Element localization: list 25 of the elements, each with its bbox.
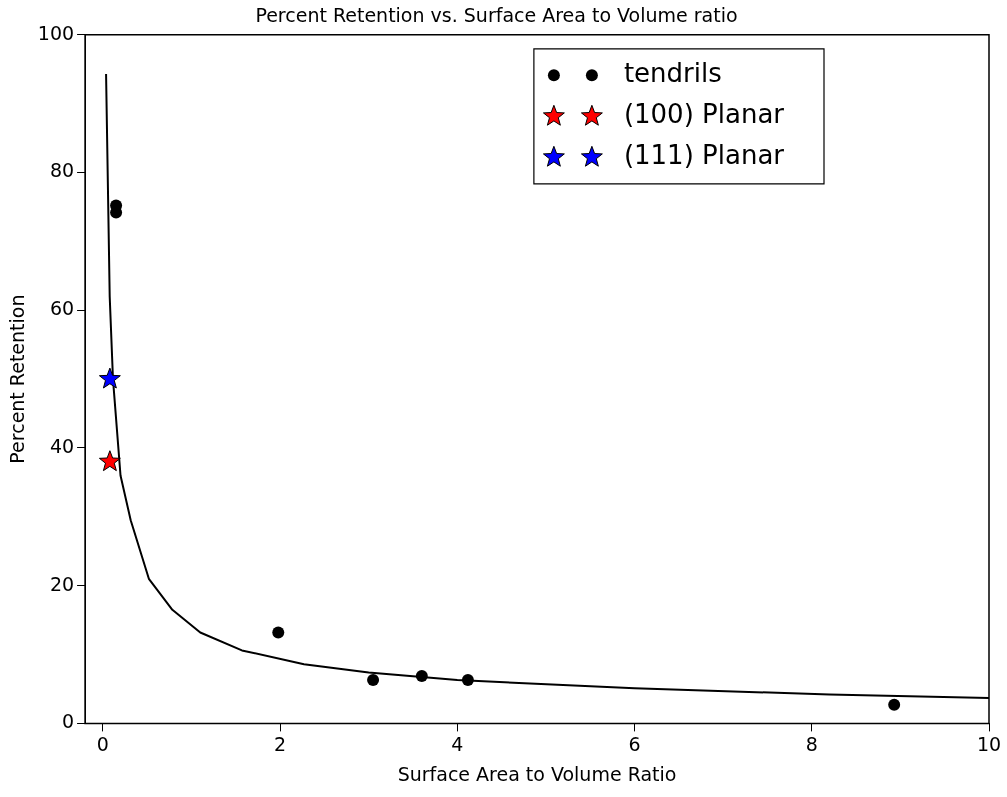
x-tick-label: 8 bbox=[805, 732, 818, 755]
point bbox=[461, 674, 474, 687]
point bbox=[888, 698, 901, 711]
x-tick-label: 0 bbox=[96, 732, 109, 755]
point bbox=[98, 450, 121, 472]
legend-label: (100) Planar bbox=[623, 99, 785, 130]
chart-title: Percent Retention vs. Surface Area to Volume ratio bbox=[255, 4, 738, 27]
point bbox=[98, 367, 121, 389]
x-tick-label: 2 bbox=[273, 732, 287, 755]
y-axis-title: Percent Retention bbox=[6, 294, 29, 464]
x-tick-label: 6 bbox=[628, 732, 641, 755]
y-tick-label: 20 bbox=[49, 572, 75, 595]
y-tick-label: 60 bbox=[49, 297, 75, 320]
x-tick-label: 4 bbox=[451, 732, 464, 755]
y-tick-label: 40 bbox=[49, 434, 75, 457]
y-tick-label: 80 bbox=[49, 159, 75, 182]
legend-label: (111) Planar bbox=[623, 140, 785, 171]
x-axis-title: Surface Area to Volume Ratio bbox=[397, 762, 677, 785]
legend-label: tendrils bbox=[623, 58, 722, 89]
point bbox=[415, 669, 428, 682]
y-tick-label: 0 bbox=[61, 710, 75, 733]
point bbox=[367, 674, 380, 687]
y-tick-label: 100 bbox=[37, 21, 75, 44]
point bbox=[272, 626, 285, 639]
x-tick-label: 10 bbox=[976, 732, 1002, 755]
